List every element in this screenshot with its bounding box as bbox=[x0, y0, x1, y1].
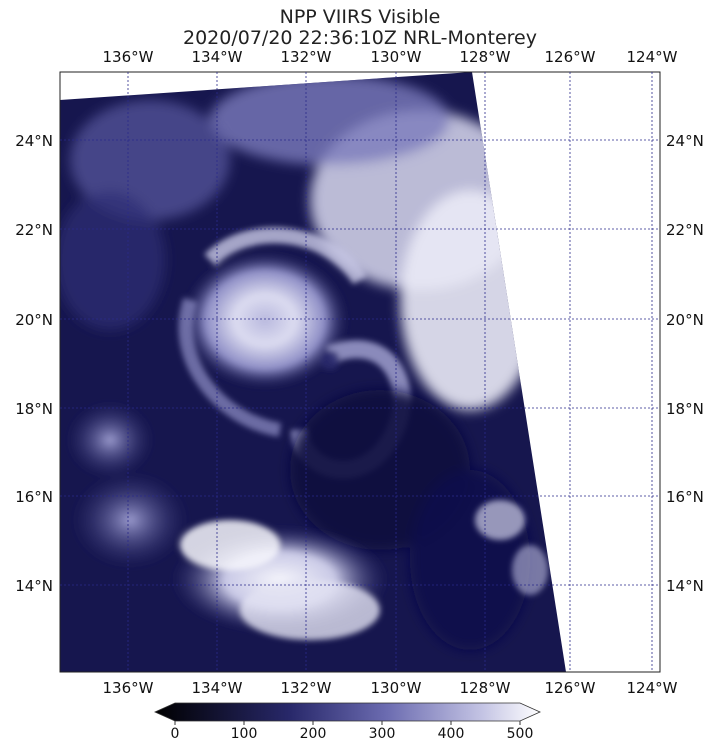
satellite-swath bbox=[60, 72, 566, 672]
title-line-2: 2020/07/20 22:36:10Z NRL-Monterey bbox=[183, 27, 537, 49]
lat-tick-left: 18°N bbox=[15, 400, 53, 418]
lon-tick-top: 130°W bbox=[371, 48, 422, 66]
title-line-1: NPP VIIRS Visible bbox=[279, 6, 441, 28]
lon-tick-top: 124°W bbox=[627, 48, 678, 66]
lat-tick-left: 22°N bbox=[15, 221, 53, 239]
colorbar: 0 100 200 300 400 500 bbox=[154, 702, 541, 742]
lon-tick-bottom: 126°W bbox=[545, 679, 596, 697]
lat-tick-right: 18°N bbox=[666, 400, 704, 418]
lon-tick-top: 126°W bbox=[545, 48, 596, 66]
lon-tick-bottom: 136°W bbox=[103, 679, 154, 697]
lon-tick-top: 128°W bbox=[460, 48, 511, 66]
lat-tick-left: 14°N bbox=[15, 577, 53, 595]
lon-tick-top: 132°W bbox=[281, 48, 332, 66]
lon-tick-bottom: 130°W bbox=[371, 679, 422, 697]
map-frame bbox=[59, 71, 661, 673]
lon-ticks-bottom: 136°W 134°W 132°W 130°W 128°W 126°W 124°… bbox=[103, 679, 678, 697]
lon-tick-bottom: 128°W bbox=[460, 679, 511, 697]
lon-tick-top: 136°W bbox=[103, 48, 154, 66]
lon-tick-top: 134°W bbox=[192, 48, 243, 66]
colorbar-label: 200 bbox=[300, 726, 327, 742]
lat-tick-right: 20°N bbox=[666, 311, 704, 329]
lat-tick-left: 24°N bbox=[15, 132, 53, 150]
graticule bbox=[60, 72, 660, 672]
lon-tick-bottom: 132°W bbox=[281, 679, 332, 697]
colorbar-label: 400 bbox=[438, 726, 465, 742]
lon-tick-bottom: 134°W bbox=[192, 679, 243, 697]
lon-ticks-top: 136°W 134°W 132°W 130°W 128°W 126°W 124°… bbox=[103, 48, 678, 66]
colorbar-gradient bbox=[154, 702, 541, 722]
lat-tick-right: 24°N bbox=[666, 132, 704, 150]
lat-ticks-right: 24°N 22°N 20°N 18°N 16°N 14°N bbox=[666, 132, 704, 595]
colorbar-label: 0 bbox=[171, 726, 180, 742]
lat-ticks-left: 24°N 22°N 20°N 18°N 16°N 14°N bbox=[15, 132, 53, 595]
lat-tick-right: 22°N bbox=[666, 221, 704, 239]
lat-tick-right: 14°N bbox=[666, 577, 704, 595]
colorbar-label: 100 bbox=[231, 726, 258, 742]
lat-tick-left: 16°N bbox=[15, 488, 53, 506]
colorbar-label: 500 bbox=[507, 726, 534, 742]
lat-tick-left: 20°N bbox=[15, 311, 53, 329]
lon-tick-bottom: 124°W bbox=[627, 679, 678, 697]
lat-tick-right: 16°N bbox=[666, 488, 704, 506]
colorbar-label: 300 bbox=[369, 726, 396, 742]
